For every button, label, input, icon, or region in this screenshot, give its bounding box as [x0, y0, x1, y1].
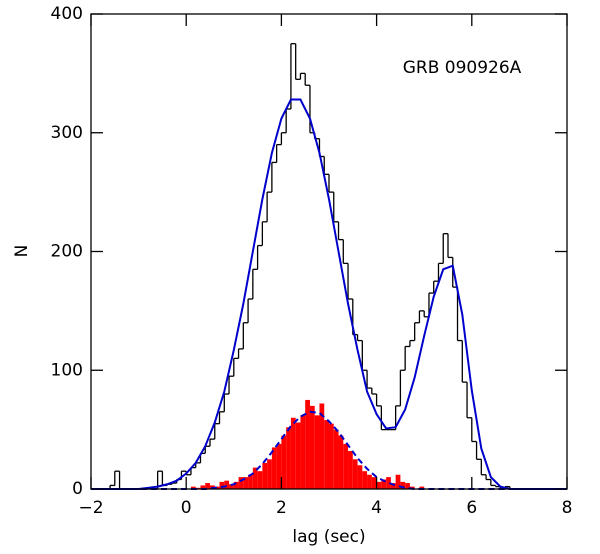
x-axis-label: lag (sec): [292, 527, 365, 547]
histogram-bar: [405, 483, 410, 489]
x-tick-label: −2: [78, 498, 103, 518]
histogram-bar: [309, 405, 315, 489]
histogram-bar: [381, 479, 387, 489]
histogram-bar: [205, 483, 210, 489]
histogram-bar: [300, 415, 306, 489]
histogram-bar: [367, 474, 372, 489]
histogram-bar: [267, 459, 272, 489]
histogram-bar: [214, 486, 220, 489]
y-tick-label: 0: [72, 479, 83, 499]
x-tick-label: 2: [276, 498, 287, 518]
histogram-bar: [290, 417, 296, 489]
histogram-bar: [395, 474, 401, 489]
x-tick-label: 4: [371, 498, 382, 518]
fit-curve: [91, 98, 567, 490]
histogram-bar: [257, 471, 263, 489]
histogram-bar: [338, 435, 344, 489]
histogram-bar: [333, 429, 339, 489]
histogram-bar: [243, 477, 249, 489]
histogram-bar: [238, 477, 244, 489]
histogram-bar: [419, 486, 425, 489]
histogram-bar: [286, 427, 291, 489]
y-tick-label: 200: [51, 242, 83, 262]
histogram-bar: [281, 435, 287, 489]
histogram-bar: [190, 486, 196, 489]
x-tick-label: 0: [181, 498, 192, 518]
histogram-bar: [314, 415, 320, 489]
histogram-bar: [295, 422, 301, 489]
histogram-bar: [229, 484, 234, 489]
plot-frame: [90, 13, 568, 490]
histogram-bar: [324, 420, 329, 489]
histogram-bar: [352, 459, 358, 489]
histogram-bar: [357, 465, 363, 489]
histogram-bar: [305, 399, 310, 489]
annotation: GRB 090926A: [403, 58, 522, 78]
y-tick-label: 100: [51, 360, 83, 380]
histogram-bar: [386, 477, 391, 489]
histogram-bar: [329, 423, 334, 489]
x-tick-label: 8: [562, 498, 573, 518]
histogram-bar: [371, 477, 377, 489]
histogram-bar: [219, 481, 225, 489]
histogram-bar: [248, 474, 253, 489]
histogram-bar: [200, 485, 206, 489]
y-tick-label: 300: [51, 123, 83, 143]
histogram-bar: [319, 403, 325, 489]
y-tick-label: 400: [51, 4, 83, 24]
histogram-bar: [252, 467, 258, 489]
histogram-bar: [224, 480, 230, 489]
histogram-bar: [233, 481, 239, 489]
histogram-bar: [271, 447, 277, 489]
histogram-bar: [343, 443, 349, 489]
histogram-bar: [276, 443, 282, 489]
x-tick-label: 6: [466, 498, 477, 518]
y-axis-label: N: [12, 245, 32, 258]
histogram-bar: [390, 483, 396, 489]
histogram-bar: [400, 481, 406, 489]
fit-curve: [91, 410, 567, 490]
histogram-bar: [348, 451, 353, 489]
histogram-bar: [262, 462, 268, 489]
histogram-bar: [376, 481, 382, 489]
histogram-bar: [362, 471, 368, 489]
